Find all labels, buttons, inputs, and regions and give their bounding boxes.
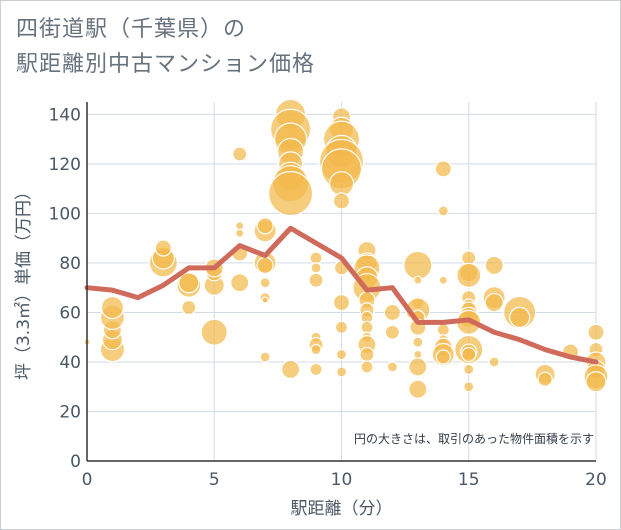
y-tick-label: 80 bbox=[59, 254, 81, 274]
data-bubble bbox=[436, 323, 450, 337]
data-bubble bbox=[335, 348, 348, 361]
data-bubble bbox=[360, 360, 374, 374]
x-axis-label: 駅距離（分） bbox=[291, 499, 393, 519]
y-tick-label: 100 bbox=[49, 204, 81, 224]
data-bubble bbox=[408, 379, 428, 399]
y-tick-label: 140 bbox=[49, 105, 81, 125]
data-bubble bbox=[537, 371, 553, 387]
data-bubble bbox=[413, 275, 423, 285]
y-tick-label: 20 bbox=[59, 402, 81, 422]
tick-labels: 0 5 10 15 20 0 20 40 60 80 100 120 140 bbox=[49, 105, 607, 490]
data-bubble bbox=[463, 381, 475, 393]
data-bubble bbox=[100, 295, 125, 320]
y-tick-label: 120 bbox=[49, 155, 81, 175]
data-bubble bbox=[178, 272, 200, 294]
data-bubble bbox=[335, 366, 348, 378]
data-bubble bbox=[268, 171, 314, 217]
data-bubble bbox=[463, 363, 475, 375]
data-bubble bbox=[232, 146, 248, 162]
data-bubble bbox=[456, 262, 482, 288]
data-bubble bbox=[412, 336, 424, 348]
data-bubble bbox=[386, 361, 398, 373]
x-tick-label: 5 bbox=[209, 470, 220, 490]
x-tick-label: 15 bbox=[458, 470, 480, 490]
data-bubble bbox=[585, 371, 607, 393]
data-bubble bbox=[360, 320, 374, 334]
data-bubble bbox=[235, 228, 245, 238]
data-bubble bbox=[434, 160, 452, 178]
chart-title: 四街道駅（千葉県）の 駅距離別中古マンション価格 bbox=[16, 12, 315, 82]
data-bubble bbox=[384, 324, 400, 340]
data-bubble bbox=[332, 293, 351, 312]
data-bubble bbox=[309, 362, 323, 376]
data-bubble bbox=[461, 346, 477, 363]
data-bubble bbox=[328, 171, 355, 197]
bubble-layer bbox=[83, 98, 609, 399]
y-axis-label: 坪（3.3㎡）単価（万円） bbox=[14, 183, 34, 380]
data-bubble bbox=[256, 217, 274, 235]
data-bubble bbox=[587, 323, 605, 341]
data-bubble bbox=[310, 343, 322, 356]
data-bubble bbox=[403, 250, 433, 281]
data-bubble bbox=[200, 318, 228, 346]
data-bubble bbox=[308, 272, 324, 288]
bubble-size-note: 円の大きさは、取引のあった物件面積を示す bbox=[354, 431, 594, 446]
y-tick-label: 40 bbox=[59, 353, 81, 373]
data-bubble bbox=[310, 262, 322, 274]
data-bubble bbox=[359, 346, 375, 363]
data-bubble bbox=[259, 277, 271, 289]
chart-title-line1: 四街道駅（千葉県）の bbox=[16, 17, 247, 42]
chart-title-line2: 駅距離別中古マンション価格 bbox=[16, 52, 316, 77]
data-bubble bbox=[334, 320, 349, 334]
x-tick-label: 20 bbox=[585, 470, 607, 490]
data-bubble bbox=[259, 351, 271, 363]
data-bubble bbox=[383, 303, 401, 322]
data-bubble bbox=[509, 306, 531, 328]
data-bubble bbox=[408, 357, 428, 377]
y-tick-label: 60 bbox=[59, 303, 81, 323]
data-bubble bbox=[437, 205, 449, 217]
axes bbox=[86, 102, 596, 462]
data-bubble bbox=[261, 296, 269, 304]
data-bubble bbox=[438, 275, 448, 285]
data-bubble bbox=[181, 299, 197, 316]
data-bubble bbox=[235, 221, 245, 231]
average-price-line bbox=[84, 225, 599, 365]
x-tick-label: 0 bbox=[82, 470, 93, 490]
y-tick-label: 0 bbox=[70, 452, 81, 472]
data-bubble bbox=[484, 292, 504, 313]
data-bubble bbox=[332, 192, 351, 210]
data-bubble bbox=[256, 256, 274, 275]
data-bubble bbox=[484, 255, 504, 276]
data-bubble bbox=[309, 251, 323, 265]
data-bubble bbox=[154, 239, 172, 257]
data-bubble bbox=[281, 359, 301, 379]
data-bubble bbox=[230, 273, 250, 293]
data-bubble bbox=[488, 356, 500, 368]
data-bubble bbox=[435, 349, 451, 365]
x-tick-label: 10 bbox=[331, 470, 353, 490]
